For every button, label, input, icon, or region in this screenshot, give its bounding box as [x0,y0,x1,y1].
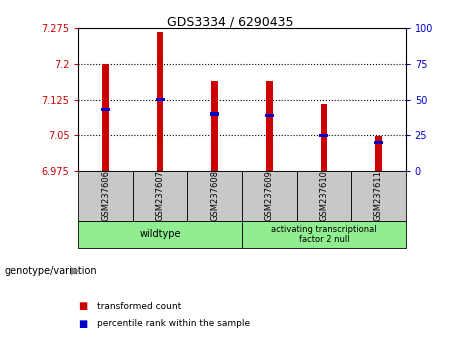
Text: GSM237611: GSM237611 [374,171,383,221]
Text: ▶: ▶ [71,266,80,276]
Bar [210,112,219,116]
Text: GSM237610: GSM237610 [319,171,328,221]
Text: ■: ■ [78,301,88,311]
Bar [188,171,242,221]
Bar [266,81,272,171]
Text: transformed count: transformed count [97,302,181,311]
Bar [78,221,242,248]
Bar [156,98,165,101]
Bar [242,221,406,248]
Text: GDS3334 / 6290435: GDS3334 / 6290435 [167,16,294,29]
Bar [265,114,274,117]
Bar [157,32,164,171]
Bar [78,171,133,221]
Text: GSM237606: GSM237606 [101,170,110,222]
Bar [351,171,406,221]
Bar [375,136,382,171]
Bar [319,134,328,137]
Bar [296,171,351,221]
Text: ■: ■ [78,319,88,329]
Text: GSM237607: GSM237607 [156,170,165,222]
Text: wildtype: wildtype [139,229,181,239]
Bar [212,81,218,171]
Bar [242,171,296,221]
Text: GSM237609: GSM237609 [265,171,274,221]
Text: percentile rank within the sample: percentile rank within the sample [97,319,250,329]
Bar [320,104,327,171]
Text: activating transcriptional
factor 2 null: activating transcriptional factor 2 null [271,225,377,244]
Bar [101,108,110,111]
Text: genotype/variation: genotype/variation [5,266,97,276]
Bar [133,171,188,221]
Text: GSM237608: GSM237608 [210,170,219,222]
Bar [102,64,109,171]
Bar [374,141,383,144]
